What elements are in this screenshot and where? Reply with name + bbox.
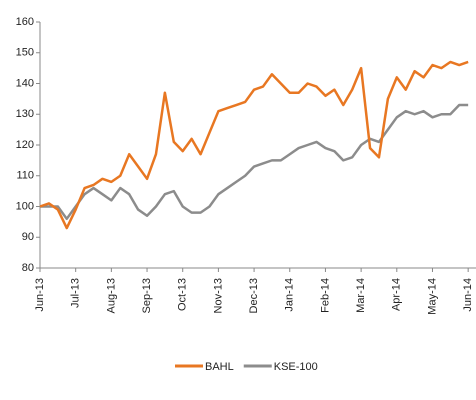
y-tick-label: 90 [22, 231, 34, 243]
x-tick-label: Feb-14 [319, 278, 331, 313]
legend-label: BAHL [205, 361, 234, 373]
series-line [40, 103, 469, 221]
x-tick-label: Jul-13 [70, 278, 82, 308]
y-tick-label: 100 [16, 200, 34, 212]
y-tick-label: 150 [16, 47, 34, 59]
x-tick-label: Oct-13 [177, 278, 189, 311]
x-tick-label: Jun-13 [34, 278, 46, 312]
y-tick-label: 110 [16, 170, 34, 182]
x-tick-label: Sep-13 [141, 278, 153, 313]
y-tick-label: 130 [16, 108, 34, 120]
y-tick-label: 120 [16, 139, 34, 151]
y-tick-label: 140 [16, 77, 34, 89]
x-tick-label: Jun-14 [462, 278, 474, 312]
series-line [39, 60, 469, 230]
x-tick-label: Mar-14 [355, 278, 367, 313]
x-tick-label: Jan-14 [284, 278, 296, 312]
x-tick-label: Apr-14 [391, 278, 403, 311]
x-tick-label: May-14 [426, 278, 438, 315]
y-tick-label: 160 [16, 16, 34, 28]
x-tick-label: Dec-13 [248, 278, 260, 313]
x-tick-label: Nov-13 [212, 278, 224, 313]
legend-label: KSE-100 [274, 361, 318, 373]
x-tick-label: Aug-13 [105, 278, 117, 313]
y-tick-label: 80 [22, 262, 34, 274]
